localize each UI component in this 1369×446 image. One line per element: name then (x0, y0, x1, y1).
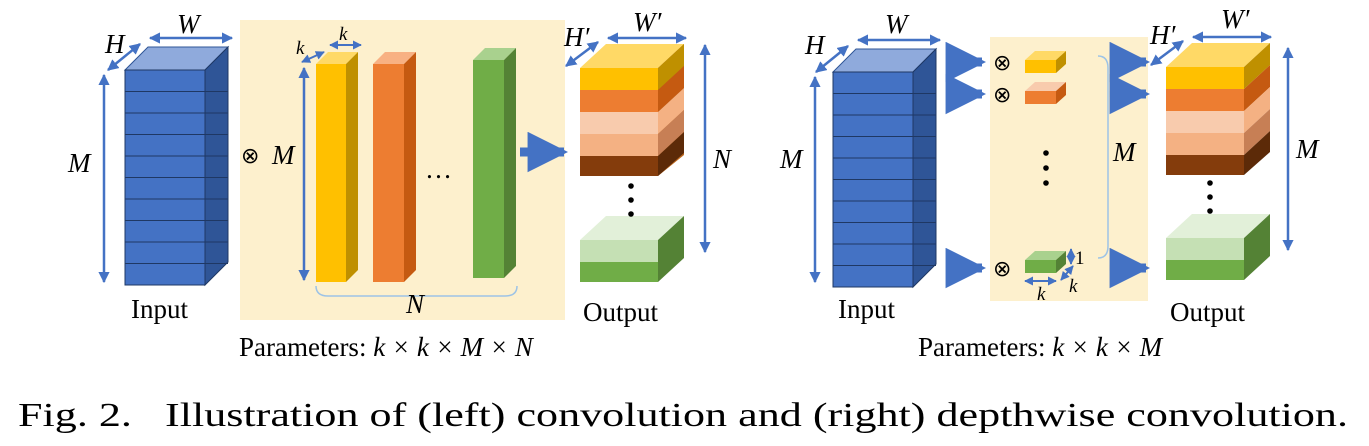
left-input-block (125, 47, 228, 285)
left-filter-ellipsis: … (425, 154, 452, 184)
right-convolve-symbol-3: ⊗ (993, 257, 1011, 282)
left-filter-yellow (316, 52, 358, 282)
right-filter-m-label: M (1112, 137, 1137, 167)
right-filter-one-label: 1 (1075, 248, 1085, 269)
right-input-block (833, 49, 936, 287)
right-filter-k-label-bottom: k (1037, 284, 1046, 305)
right-output-w-label: W′ (1221, 4, 1250, 34)
left-filter-k-label-top: k (339, 24, 348, 45)
right-output-h-label: H′ (1149, 20, 1176, 50)
right-output-stack (1166, 43, 1270, 175)
left-filter-k-label-side: k (296, 38, 305, 59)
left-filter-m-label: M (271, 140, 296, 170)
left-input-h-label: H (104, 29, 126, 59)
right-parameters: Parameters: k × k × M (918, 332, 1164, 362)
right-convolve-symbol-1: ⊗ (993, 51, 1011, 76)
right-input-m-label: M (779, 144, 804, 174)
right-params-prefix: Parameters: (918, 332, 1052, 362)
left-params-prefix: Parameters: (239, 332, 373, 362)
left-output-label: Output (583, 297, 659, 327)
right-input-h-label: H (804, 30, 826, 60)
right-params-formula: k × k × M (1052, 332, 1163, 362)
left-output-green-block (580, 216, 684, 282)
right-convolve-symbol-2: ⊗ (993, 83, 1011, 108)
left-convolve-symbol: ⊗ (241, 144, 259, 169)
right-output-green-block (1166, 214, 1270, 280)
right-input-label: Input (838, 294, 895, 324)
left-output-stack (580, 44, 684, 176)
right-output-vertical-dots (1207, 180, 1213, 214)
left-input-w-label: W (177, 9, 202, 39)
right-filter-k-label-side: k (1069, 276, 1078, 297)
left-output-n-label: N (712, 144, 733, 174)
left-filter-orange (373, 52, 416, 282)
right-filter-panel (990, 37, 1148, 301)
figure-caption: Fig. 2. Illustration of (left) convoluti… (18, 397, 1348, 434)
left-input-label: Input (131, 294, 188, 324)
left-input-m-label: M (67, 148, 92, 178)
left-filter-green (473, 48, 516, 278)
right-output-m-label: M (1295, 134, 1320, 164)
right-input-w-label: W (885, 9, 910, 39)
left-output-h-label: H′ (563, 22, 590, 52)
left-output-vertical-dots (628, 183, 634, 217)
right-output-label: Output (1170, 297, 1246, 327)
left-parameters: Parameters: k × k × M × N (239, 332, 535, 362)
left-output-w-label: W′ (633, 7, 662, 37)
left-filter-n-label: N (405, 289, 426, 319)
left-params-formula: k × k × M × N (373, 332, 535, 362)
